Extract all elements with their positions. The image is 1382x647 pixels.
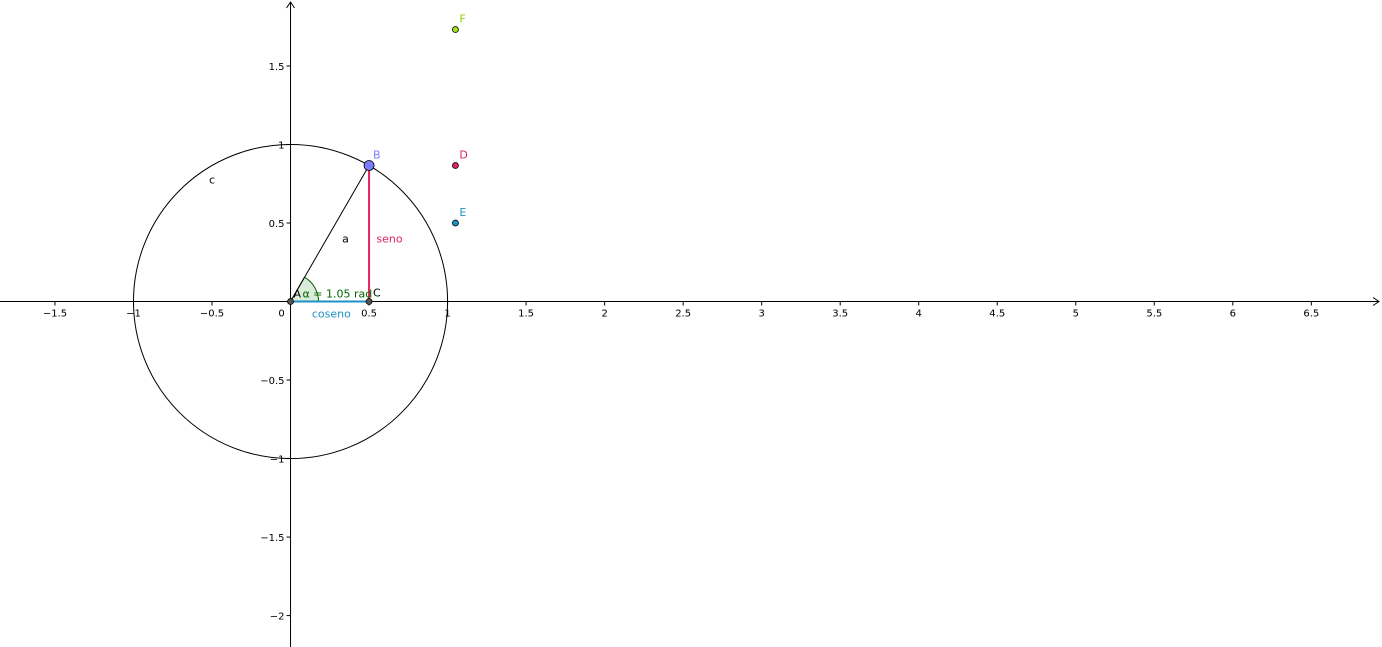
points <box>287 26 459 305</box>
point-E-label: E <box>459 206 466 219</box>
y-axis-arrow <box>286 1 295 9</box>
point-D[interactable] <box>452 162 459 169</box>
x-tick-label: 6 <box>1230 309 1236 320</box>
x-axis-arrow <box>1372 297 1380 306</box>
x-tick-label: 5.5 <box>1146 309 1162 320</box>
y-tick-label: −1.5 <box>260 533 284 544</box>
x-tick-label: 3 <box>758 309 764 320</box>
x-tick-label: 3.5 <box>832 309 848 320</box>
circle-c[interactable] <box>132 143 449 460</box>
x-tick-label: −0.5 <box>200 309 224 320</box>
x-tick-label: 2 <box>601 309 607 320</box>
circle-c-label: c <box>209 174 215 187</box>
construction <box>132 143 449 460</box>
x-tick-label: 0.5 <box>361 309 377 320</box>
x-tick-label: 0 <box>278 309 284 320</box>
x-tick-label: 2.5 <box>675 309 691 320</box>
x-tick-label: 1.5 <box>518 309 534 320</box>
point-F-label: F <box>459 13 465 26</box>
point-F[interactable] <box>452 26 459 33</box>
x-tick-label: 4.5 <box>989 309 1005 320</box>
y-tick-label: 0.5 <box>269 219 285 230</box>
point-C[interactable] <box>365 298 373 305</box>
segment-coseno-label: coseno <box>312 307 351 320</box>
y-tick-label: −2 <box>270 612 285 623</box>
point-E[interactable] <box>452 219 459 227</box>
point-A-label: A <box>294 288 302 301</box>
segment-a[interactable] <box>290 165 370 302</box>
angle-alpha-label: α = 1.05 rad <box>303 288 373 301</box>
point-B[interactable] <box>363 160 375 171</box>
point-D-label: D <box>459 149 467 162</box>
x-tick-label: −1.5 <box>43 309 67 320</box>
point-C-label: C <box>373 287 381 300</box>
segment-seno-label: seno <box>376 233 402 246</box>
point-A[interactable] <box>287 298 294 305</box>
segment-a-label: a <box>342 233 349 246</box>
y-tick-label: −0.5 <box>260 376 284 387</box>
y-tick-label: −1 <box>270 455 285 466</box>
y-tick-label: 1 <box>278 140 284 151</box>
y-tick-label: 1.5 <box>269 62 285 73</box>
x-tick-label: 4 <box>916 309 922 320</box>
point-B-label: B <box>373 149 381 162</box>
x-tick-label: 5 <box>1073 309 1079 320</box>
x-tick-label: 6.5 <box>1303 309 1319 320</box>
